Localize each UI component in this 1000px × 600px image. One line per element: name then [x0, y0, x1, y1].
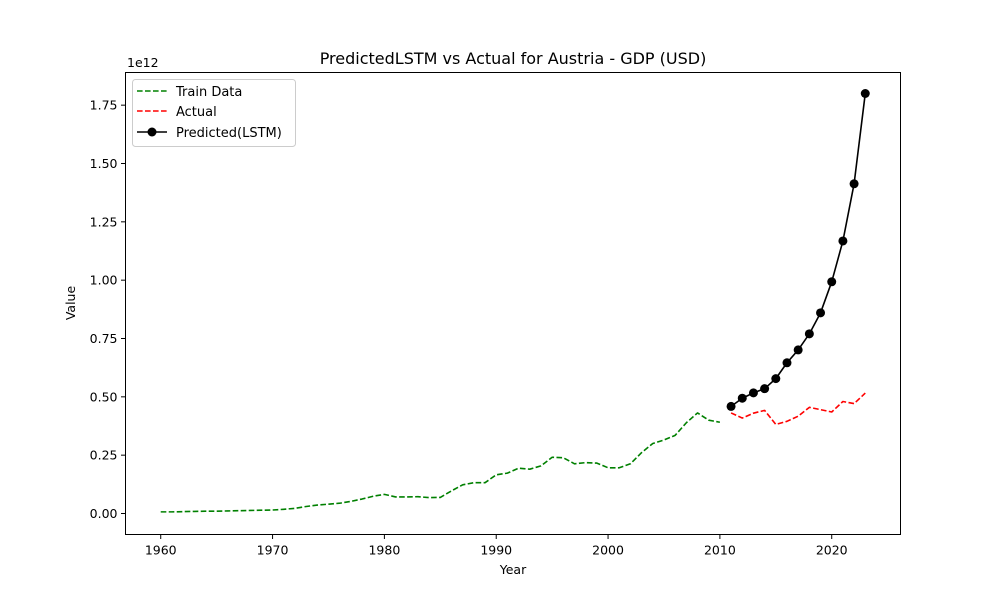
y-tick-label: 1.75 [90, 98, 118, 113]
x-tick-label: 1990 [480, 543, 512, 558]
y-offset-label: 1e12 [127, 55, 159, 70]
data-point-predicted-lstm [771, 374, 781, 384]
legend-label-predicted-lstm: Predicted(LSTM) [176, 126, 282, 141]
series-line-actual [730, 392, 866, 426]
x-tick-label: 2010 [704, 543, 736, 558]
data-point-predicted-lstm [838, 236, 848, 246]
series-line-train-data [160, 412, 721, 513]
legend-box [132, 79, 296, 147]
data-point-predicted-lstm [760, 384, 770, 394]
data-point-predicted-lstm [816, 308, 826, 318]
data-point-predicted-lstm [737, 393, 747, 403]
data-point-predicted-lstm [860, 89, 870, 98]
x-tick-label: 2000 [592, 543, 624, 558]
data-point-predicted-lstm [804, 329, 814, 339]
data-point-predicted-lstm [793, 345, 803, 355]
legend: Train Data Actual Predicted(LSTM) [132, 79, 296, 147]
plot-series [160, 89, 870, 513]
y-tick-label: 0.00 [90, 506, 118, 521]
y-axis: 0.00 0.25 0.50 0.75 1.00 1.25 1.50 1.75 [90, 98, 126, 521]
data-point-predicted-lstm [827, 277, 837, 287]
data-point-predicted-lstm [849, 179, 859, 189]
x-tick-label: 1960 [145, 543, 177, 558]
legend-marker-predicted-lstm [147, 127, 157, 137]
y-tick-label: 1.00 [90, 273, 118, 288]
legend-label-train-data: Train Data [175, 85, 242, 100]
data-point-predicted-lstm [782, 358, 792, 368]
x-tick-label: 1980 [368, 543, 400, 558]
y-tick-label: 0.25 [90, 448, 118, 463]
plot-area-frame [125, 72, 901, 535]
y-tick-label: 0.50 [90, 389, 118, 404]
data-point-predicted-lstm [726, 401, 736, 411]
x-axis: 1960 1970 1980 1990 2000 2010 2020 [145, 534, 848, 558]
y-tick-label: 1.50 [90, 156, 118, 171]
data-point-predicted-lstm [748, 388, 758, 398]
x-axis-label: Year [499, 562, 527, 577]
legend-label-actual: Actual [176, 105, 217, 120]
x-tick-label: 1970 [257, 543, 289, 558]
series-line-predicted-lstm [730, 93, 867, 408]
x-tick-label: 2020 [816, 543, 848, 558]
y-axis-label: Value [63, 286, 78, 321]
y-tick-label: 1.25 [90, 214, 118, 229]
chart-title: PredictedLSTM vs Actual for Austria - GD… [320, 49, 707, 68]
y-tick-label: 0.75 [90, 331, 118, 346]
